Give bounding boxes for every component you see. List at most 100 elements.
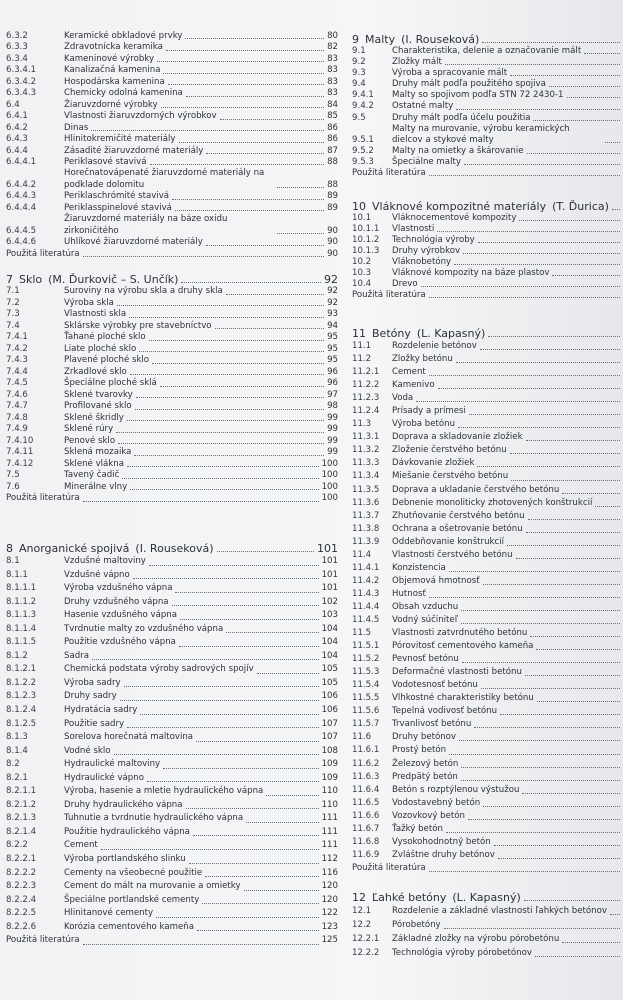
leader — [127, 466, 319, 467]
entry-number: 9.5.2 — [352, 145, 374, 156]
toc-entry: 8.1.1.4 Tvrdnutie malty zo vzdušného vápn… — [6, 623, 338, 637]
page-number: 96 — [327, 378, 338, 388]
page-number: 85 — [327, 111, 338, 122]
page-number: 95 — [327, 332, 338, 342]
chapter-author: (I. Rouseková) — [135, 542, 214, 555]
toc-entry: 11.5.2 Pevnosť betónu — [352, 653, 623, 666]
leader — [206, 152, 325, 154]
entry-title: Trvanlivosť betónu — [392, 719, 472, 730]
entry-number: 8.2.1.3 — [6, 813, 37, 824]
entry-number: 9.2 — [352, 57, 366, 68]
toc-entry: 11.2 Zložky betónu — [352, 353, 623, 366]
toc-entry: 8.1.1 Vzdušné vápno 101 — [6, 569, 338, 583]
toc-entry: 11.2.1 Cement — [352, 366, 623, 379]
leader — [428, 596, 620, 598]
page-number: 107 — [321, 718, 338, 729]
entry-number: 11.3.2 — [352, 445, 380, 456]
toc-entry: 11.6.6 Vozovkový betón — [352, 810, 623, 823]
leader — [134, 454, 325, 456]
page-number: 92 — [324, 273, 338, 286]
toc-section: 7 Sklo (M. Ďurkovič – S. Unčík) 92 7.1 Surovi… — [6, 273, 338, 505]
entry-number: 9.4.2 — [352, 101, 374, 112]
entry-number: 11.6.6 — [352, 810, 380, 821]
toc-entry: Použitá literatúra — [352, 290, 623, 301]
leader — [135, 397, 325, 398]
entry-number: 8.1.2 — [6, 650, 28, 661]
toc-entry: 10.3 Vláknové kompozity na báze plastov — [352, 268, 623, 279]
toc-entry: 9.4.2 Ostatné malty — [352, 101, 623, 112]
leader — [428, 175, 620, 177]
toc-entry: 8.1.4 Vodné sklo 108 — [6, 745, 338, 759]
leader — [214, 328, 325, 329]
entry-title: Suroviny na výrobu skla a druhy skla — [64, 286, 223, 296]
entry-title: Tvrdnutie malty zo vzdušného vápna — [64, 623, 224, 634]
leader — [523, 900, 620, 901]
leader — [192, 835, 319, 837]
leader — [428, 297, 620, 298]
page-number: 99 — [327, 424, 338, 434]
chapter-author: (I. Rouseková) — [401, 33, 480, 46]
entry-title: Sorelova horečnatá maltovina — [64, 732, 194, 743]
entry-number: 8.1.1.4 — [6, 623, 37, 634]
page-number: 122 — [321, 908, 338, 919]
page-number: 97 — [327, 389, 338, 400]
toc-section: 8 Anorganické spojivá (I. Rouseková) 101 8.1… — [6, 538, 338, 948]
leader — [205, 244, 325, 246]
entry-number: 10.2 — [352, 257, 372, 267]
leader — [477, 242, 620, 243]
leader — [157, 61, 325, 63]
entry-title: Minerálne vlny — [64, 481, 128, 492]
toc-entry: 10.1.1 Vlastnosti — [352, 224, 623, 235]
page-number: 100 — [321, 493, 338, 503]
toc-entry: 8.1.2.3 Druhy sadry 106 — [6, 690, 338, 704]
leader — [460, 623, 620, 625]
toc-entry: 11.6.7 Ťažký betón — [352, 823, 623, 836]
chapter-heading: 10 Vláknové kompozitné materiály (T. Ďuric… — [352, 191, 623, 213]
entry-number: 8.1.3 — [6, 732, 28, 743]
page-number: 110 — [321, 786, 338, 797]
entry-title: Použitá literatúra — [352, 862, 426, 873]
leader — [488, 336, 620, 337]
entry-number: 11.4.3 — [352, 588, 380, 599]
toc-entry: 8.2 Hydraulické maltoviny 109 — [6, 758, 338, 772]
page-number: 116 — [321, 867, 338, 878]
leader — [185, 95, 325, 97]
chapter-title: Malty — [365, 33, 396, 46]
entry-title: Profilované sklo — [64, 401, 132, 411]
leader — [178, 645, 319, 647]
entry-title: Železový betón — [392, 758, 459, 769]
toc-entry: 9.5.1 Malty na murovanie, výrobu keramick… — [352, 124, 623, 146]
entry-title: Použitá literatúra — [6, 493, 80, 503]
leader — [443, 928, 620, 929]
entry-title: Cementy na všeobecné použitie — [64, 867, 203, 878]
entry-number: 10.1.1 — [352, 224, 380, 234]
entry-number: 7.1 — [6, 286, 20, 296]
leader — [522, 792, 620, 794]
chapter-heading: 9 Malty (I. Rouseková) — [352, 26, 623, 46]
leader — [113, 754, 319, 756]
toc-entry: 11.6.4 Betón s rozptýlenou výstužou — [352, 784, 623, 797]
leader — [134, 408, 325, 410]
page-number: 83 — [327, 53, 338, 64]
toc-entry: 6.3.4.3 Chemicky odolná kamenina 83 — [6, 88, 338, 99]
entry-title: Dávkovanie zložiek — [392, 458, 475, 469]
leader — [468, 414, 620, 416]
entry-title: Sklené rúry — [64, 424, 114, 434]
leader — [527, 518, 620, 520]
toc-entry: 11.5.5 Vlhkostné charakteristiky betónu — [352, 692, 623, 705]
page-number: 109 — [321, 759, 338, 770]
entry-title: Výroba skla — [64, 297, 114, 308]
entry-title: Technológia výroby pórobetónov — [392, 948, 532, 958]
toc-entry: 8.1.2.1 Chemická podstata výroby sadrovýc… — [6, 663, 338, 677]
toc-entry: 7.4.12 Sklené vlákna 100 — [6, 459, 338, 471]
toc-entry: 7.3 Vlastnosti skla 93 — [6, 309, 338, 321]
entry-title: Kamenivo — [392, 380, 435, 391]
leader — [172, 198, 325, 200]
entry-number: 6.4.4.5 — [6, 225, 37, 236]
entry-number: 11.4 — [352, 549, 372, 560]
leader — [119, 700, 319, 702]
leader — [127, 727, 319, 729]
entry-number: 8.1.2.5 — [6, 718, 37, 729]
entry-number: 8.1.2.1 — [6, 664, 37, 675]
entry-title: Sklené škridly — [64, 412, 124, 423]
